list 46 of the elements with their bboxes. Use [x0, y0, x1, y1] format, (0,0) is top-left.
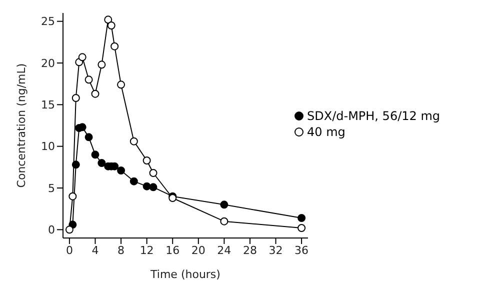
- point: [298, 224, 306, 232]
- point: [117, 166, 126, 174]
- point: [130, 137, 138, 146]
- point: [104, 16, 112, 24]
- x-tick-label: 4: [92, 244, 99, 257]
- point: [72, 160, 80, 169]
- point: [107, 22, 116, 30]
- point: [220, 217, 228, 226]
- point: [65, 226, 74, 234]
- x-tick-label: 24: [217, 244, 232, 257]
- point: [130, 177, 138, 186]
- x-tick-label: 32: [268, 244, 283, 257]
- point: [91, 150, 100, 159]
- x-tick-label: 36: [294, 244, 309, 257]
- point: [68, 192, 77, 200]
- y-tick-label: 15: [41, 98, 55, 112]
- point: [98, 159, 106, 167]
- x-tick-label: 16: [166, 244, 180, 257]
- x-tick-label: 0: [66, 244, 73, 257]
- x-axis-title: Time (hours): [150, 268, 220, 281]
- x-tick-label: 8: [118, 244, 125, 257]
- point: [110, 42, 119, 50]
- legend-label: SDX/d-MPH, 56/12 mg: [307, 108, 440, 124]
- point: [298, 214, 306, 222]
- point: [117, 80, 126, 89]
- point: [91, 90, 100, 98]
- point: [220, 200, 228, 209]
- point: [72, 94, 80, 102]
- y-tick-label: 10: [41, 140, 55, 154]
- legend-label: 40 mg: [307, 124, 346, 140]
- point: [142, 156, 151, 164]
- point: [78, 53, 86, 62]
- point: [84, 76, 93, 84]
- y-tick-label: 20: [41, 56, 55, 70]
- x-tick-label: 20: [191, 244, 206, 257]
- y-tick-label: 0: [48, 224, 55, 237]
- y-tick-label: 25: [41, 15, 55, 28]
- point: [98, 60, 106, 69]
- x-tick-label: 28: [242, 244, 257, 257]
- point: [84, 133, 93, 142]
- point: [149, 183, 158, 192]
- point: [149, 169, 158, 177]
- y-tick-label: 5: [48, 182, 55, 195]
- x-tick-label: 12: [140, 244, 154, 257]
- y-axis-title: Concentration (ng/mL): [14, 63, 28, 188]
- point: [142, 182, 151, 190]
